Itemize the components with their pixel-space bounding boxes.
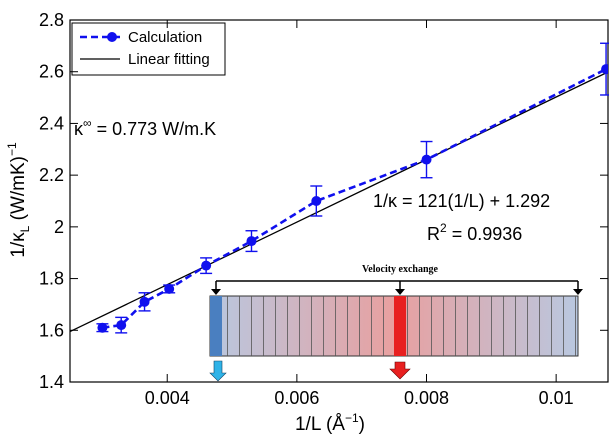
x-tick-label: 0.006 — [274, 388, 319, 408]
text-part: = 0.773 W/m.K — [92, 119, 217, 139]
kappa-annotation: κ∞ = 0.773 W/m.K — [74, 116, 216, 139]
legend-marker — [107, 32, 117, 42]
hot-arrow — [389, 361, 411, 380]
arrow-heads — [211, 289, 583, 295]
data-point — [601, 64, 608, 75]
text-part: R — [427, 224, 440, 244]
data-point — [164, 283, 175, 294]
legend-label: Linear fitting — [128, 51, 210, 68]
hot-bath — [394, 296, 406, 356]
data-point — [139, 296, 150, 307]
text-part: = 0.9936 — [447, 224, 523, 244]
y-axis-label: 1/κL (W/mK)−1 — [5, 142, 32, 258]
y-tick-label: 2 — [54, 217, 64, 237]
data-point — [421, 154, 432, 165]
data-point — [246, 236, 257, 247]
inset-diagram: Velocity exchange — [209, 264, 583, 382]
r-squared: R2 = 0.9936 — [427, 221, 522, 244]
text-part: 1/L (Å — [295, 414, 345, 435]
y-tick-label: 1.6 — [39, 320, 64, 340]
y-tick-label: 1.8 — [39, 269, 64, 289]
y-tick-label: 2.4 — [39, 113, 64, 133]
data-point — [311, 196, 322, 206]
x-tick-label: 0.01 — [539, 388, 574, 408]
text-part: (W/mK) — [8, 156, 29, 226]
text-part: L — [18, 225, 32, 232]
x-tick-label: 0.008 — [404, 388, 449, 408]
text-part: −1 — [345, 411, 359, 425]
legend-label: Calculation — [128, 29, 202, 46]
y-tick-label: 2.8 — [39, 10, 64, 30]
text-part: −1 — [5, 142, 19, 156]
x-axis-label: 1/L (Å−1) — [295, 411, 365, 435]
text-part: ) — [359, 414, 365, 435]
data-point — [201, 260, 212, 271]
y-tick-label: 2.6 — [39, 62, 64, 82]
data-point — [97, 322, 108, 333]
y-tick-label: 2.2 — [39, 165, 64, 185]
text-part: ∞ — [83, 116, 92, 130]
y-tick-label: 1.4 — [39, 372, 64, 392]
inset-label: Velocity exchange — [362, 264, 439, 275]
plot-frame — [69, 19, 609, 383]
series-line — [70, 71, 608, 333]
text-part: κ — [74, 119, 84, 139]
cold-bath — [210, 296, 222, 356]
text-part: 2 — [440, 221, 447, 235]
x-tick-label: 0.004 — [145, 388, 190, 408]
data-point — [116, 320, 127, 331]
fit-equation: 1/κ = 121(1/L) + 1.292 — [373, 191, 550, 211]
text-part: 1/κ — [8, 232, 29, 258]
legend-box — [71, 22, 226, 76]
cold-arrow — [209, 360, 227, 382]
